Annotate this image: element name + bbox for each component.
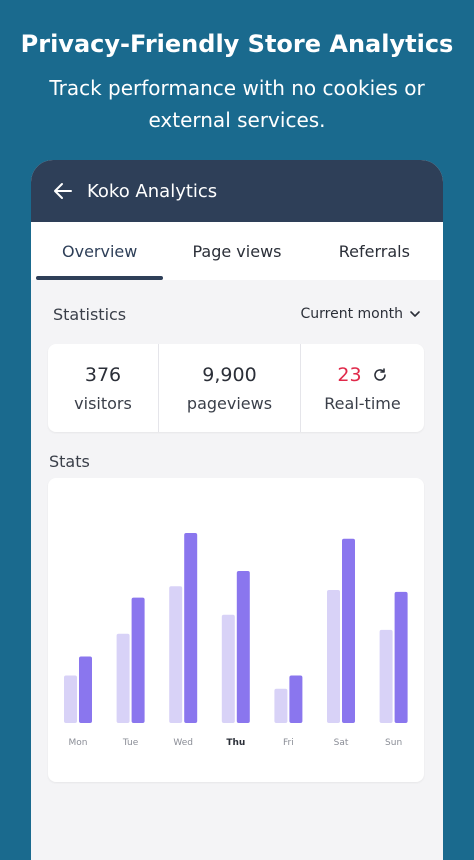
refresh-icon[interactable]: [372, 367, 388, 383]
period-label: Current month: [300, 306, 403, 322]
stats-title: Stats: [49, 452, 90, 471]
bar-wed-series-1: [169, 586, 183, 723]
bar-tue-series-2: [131, 597, 145, 723]
stats-bar-chart: Mon Tue Wed Thu Fri Sat Sun: [64, 533, 408, 748]
arrow-left-icon[interactable]: [51, 179, 75, 203]
bar-thu-series-2: [236, 571, 250, 723]
statistics-header: Statistics Current month: [31, 302, 443, 326]
bar-thu-series-1: [221, 614, 235, 723]
x-tick-label: Wed: [173, 738, 193, 748]
visitors-value: 376: [84, 363, 122, 386]
realtime-value: 23: [337, 363, 362, 386]
x-tick-label: Mon: [69, 738, 88, 748]
tab-overview[interactable]: Overview: [31, 222, 168, 280]
bar-sun-series-2: [394, 591, 408, 723]
realtime-row: 23: [337, 364, 387, 386]
stats-chart-card: Mon Tue Wed Thu Fri Sat Sun: [48, 478, 424, 782]
bar-fri-series-1: [274, 688, 288, 723]
hero-subtitle-line-1: Track performance with no cookies or: [49, 76, 425, 100]
realtime-label: Real-time: [324, 393, 401, 413]
x-tick-label: Sat: [334, 738, 349, 748]
x-tick-label: Fri: [283, 738, 294, 748]
pageviews-value: 9,900: [202, 363, 257, 386]
bar-tue-series-1: [116, 633, 130, 723]
bar-wed-series-2: [184, 533, 198, 723]
tab-referrals[interactable]: Referrals: [338, 241, 410, 261]
pageviews-stat: 9,900 pageviews: [159, 344, 301, 432]
bar-sat-series-2: [342, 538, 355, 723]
bar-fri-series-2: [289, 675, 303, 723]
statistics-card: 376 visitors 9,900 pageviews 23 Real-tim…: [48, 344, 424, 432]
statistics-title: Statistics: [53, 304, 127, 324]
bar-mon-series-2: [79, 656, 92, 723]
pageviews-label: pageviews: [186, 393, 273, 413]
phone-screen: Koko Analytics Overview Page views Refer…: [31, 160, 443, 860]
bar-sun-series-1: [379, 629, 393, 723]
tab-bar: Overview Page views Referrals: [31, 222, 443, 280]
visitors-stat: 376 visitors: [48, 344, 159, 432]
x-tick-label: Thu: [226, 738, 245, 748]
hero-title: Privacy-Friendly Store Analytics: [20, 30, 454, 58]
tab-page-views[interactable]: Page views: [192, 241, 282, 261]
period-dropdown[interactable]: Current month: [301, 306, 421, 322]
x-tick-label: Tue: [122, 738, 139, 748]
hero-subtitle-line-2: external services.: [148, 108, 326, 132]
visitors-label: visitors: [74, 393, 132, 413]
hero-subtitle: Track performance with no cookies or ext…: [40, 72, 434, 136]
bar-mon-series-1: [64, 675, 77, 723]
app-bar: Koko Analytics: [31, 160, 443, 222]
chevron-down-icon: [410, 311, 420, 317]
x-tick-label: Sun: [385, 738, 402, 748]
realtime-stat: 23 Real-time: [301, 344, 424, 432]
app-title: Koko Analytics: [87, 180, 218, 202]
bar-sat-series-1: [327, 590, 340, 723]
